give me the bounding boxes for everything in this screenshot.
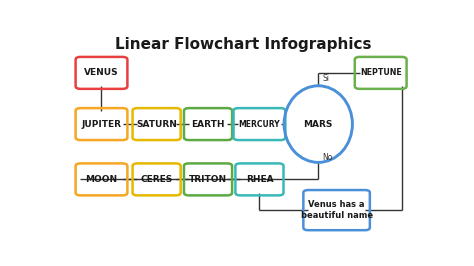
Text: NEPTUNE: NEPTUNE [360, 68, 401, 77]
Text: VENUS: VENUS [84, 68, 119, 77]
Text: MOON: MOON [85, 175, 118, 184]
Text: EARTH: EARTH [191, 120, 225, 128]
Text: RHEA: RHEA [246, 175, 273, 184]
Text: JUPITER: JUPITER [82, 120, 121, 128]
Text: CERES: CERES [140, 175, 173, 184]
Text: TRITON: TRITON [189, 175, 227, 184]
Text: MERCURY: MERCURY [238, 120, 280, 128]
Text: No: No [323, 153, 333, 162]
Text: Linear Flowchart Infographics: Linear Flowchart Infographics [115, 37, 371, 52]
Text: SATURN: SATURN [136, 120, 177, 128]
Text: Si: Si [323, 74, 329, 83]
Text: MARS: MARS [303, 120, 333, 128]
Text: Venus has a
beautiful name: Venus has a beautiful name [301, 200, 373, 220]
